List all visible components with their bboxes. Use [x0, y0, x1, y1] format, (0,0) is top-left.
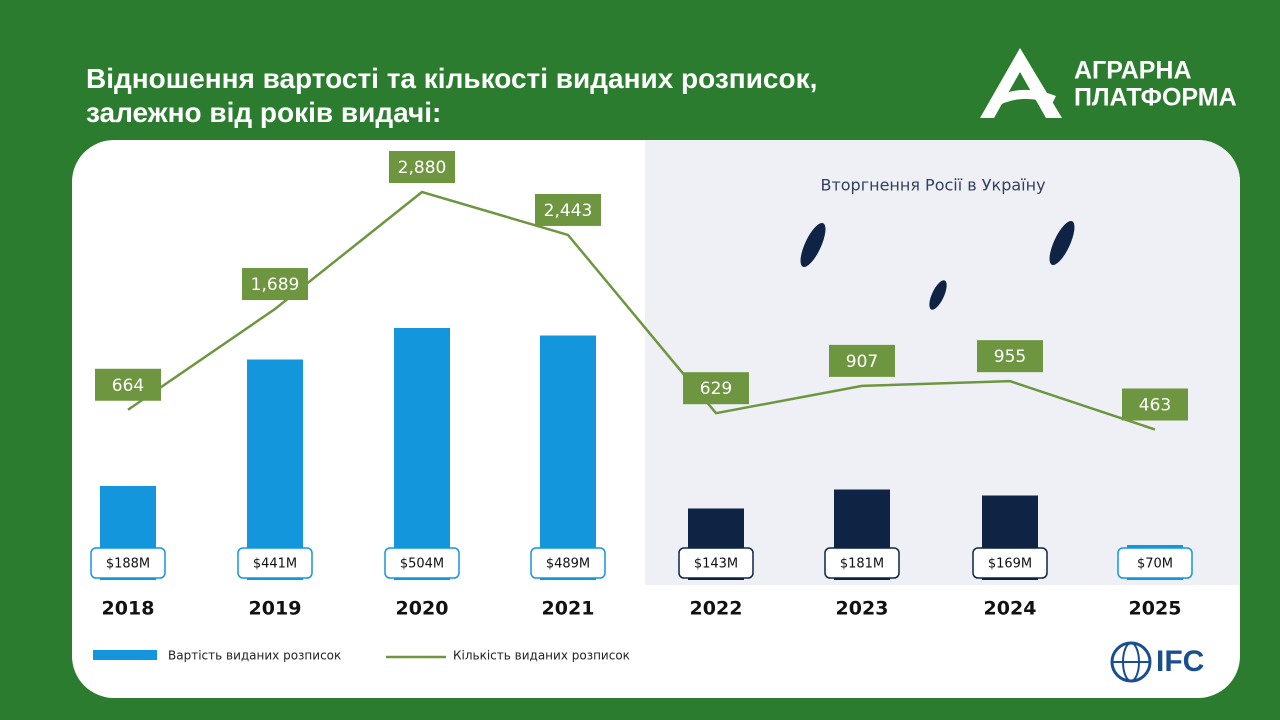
value-label-box: [972, 547, 1048, 579]
x-tick-label: 2022: [690, 598, 743, 620]
value-label-box: [530, 547, 606, 579]
line-label-box: [242, 268, 308, 301]
line-value-label: 664: [112, 376, 144, 396]
legend-swatch: [93, 650, 157, 660]
x-tick-label: 2021: [542, 598, 595, 620]
bombs: [800, 220, 1075, 310]
bar-value-label: $181M: [840, 557, 884, 572]
x-tick-label: 2019: [249, 598, 302, 620]
bar-value-label: $441M: [253, 557, 297, 572]
value-label-box: [1117, 547, 1193, 579]
value-label-box: [237, 547, 313, 579]
line-label-box: [977, 340, 1043, 373]
x-tick-label: 2025: [1129, 598, 1182, 620]
brand-text: АГРАРНА: [1074, 57, 1192, 85]
bar-value-label: $70M: [1137, 557, 1173, 572]
war-region: [645, 140, 1240, 585]
bar: [540, 335, 596, 580]
bar-value-label: $504M: [400, 557, 444, 572]
bar-value-label: $169M: [988, 557, 1032, 572]
partner-text: IFC: [1156, 645, 1204, 678]
line-value-label: 2,443: [544, 201, 593, 221]
line-label-box: [95, 368, 161, 401]
line-label-box: [1122, 388, 1188, 421]
line-value-label: 955: [994, 347, 1026, 367]
bar: [247, 359, 303, 580]
value-label-box: [678, 547, 754, 579]
line-label-box: [535, 193, 601, 226]
chart-title: Відношення вартості та кількості виданих…: [86, 63, 818, 128]
value-label-box: [824, 547, 900, 579]
bar-value-label: $188M: [106, 557, 150, 572]
line-value-label: 2,880: [398, 158, 447, 178]
line-value-label: 907: [846, 352, 878, 372]
x-tick-label: 2023: [836, 598, 889, 620]
line-value-label: 629: [700, 379, 732, 399]
bar-value-label: $489M: [546, 557, 590, 572]
ifc-logo: IFC: [1110, 641, 1204, 683]
x-tick-label: 2024: [984, 598, 1037, 620]
line-value-label: 1,689: [251, 275, 300, 295]
line-value-label: 463: [1139, 396, 1171, 416]
x-tick-label: 2020: [396, 598, 449, 620]
line-label-box: [829, 344, 895, 377]
brand-logo: АГРАРНА ПЛАТФОРМА: [980, 48, 1237, 118]
legend-label: Вартість виданих розписок: [168, 649, 341, 663]
legend-label: Кількість виданих розписок: [453, 649, 630, 663]
line-label-box: [389, 151, 455, 183]
bar-value-label: $143M: [694, 557, 738, 572]
brand-text: ПЛАТФОРМА: [1074, 84, 1237, 112]
annotation: Вторгнення Росії в Україну: [820, 176, 1045, 195]
value-label-box: [384, 547, 460, 579]
line-label-box: [683, 372, 749, 405]
bar: [394, 328, 450, 580]
value-label-box: [90, 547, 166, 579]
x-tick-label: 2018: [102, 598, 155, 620]
